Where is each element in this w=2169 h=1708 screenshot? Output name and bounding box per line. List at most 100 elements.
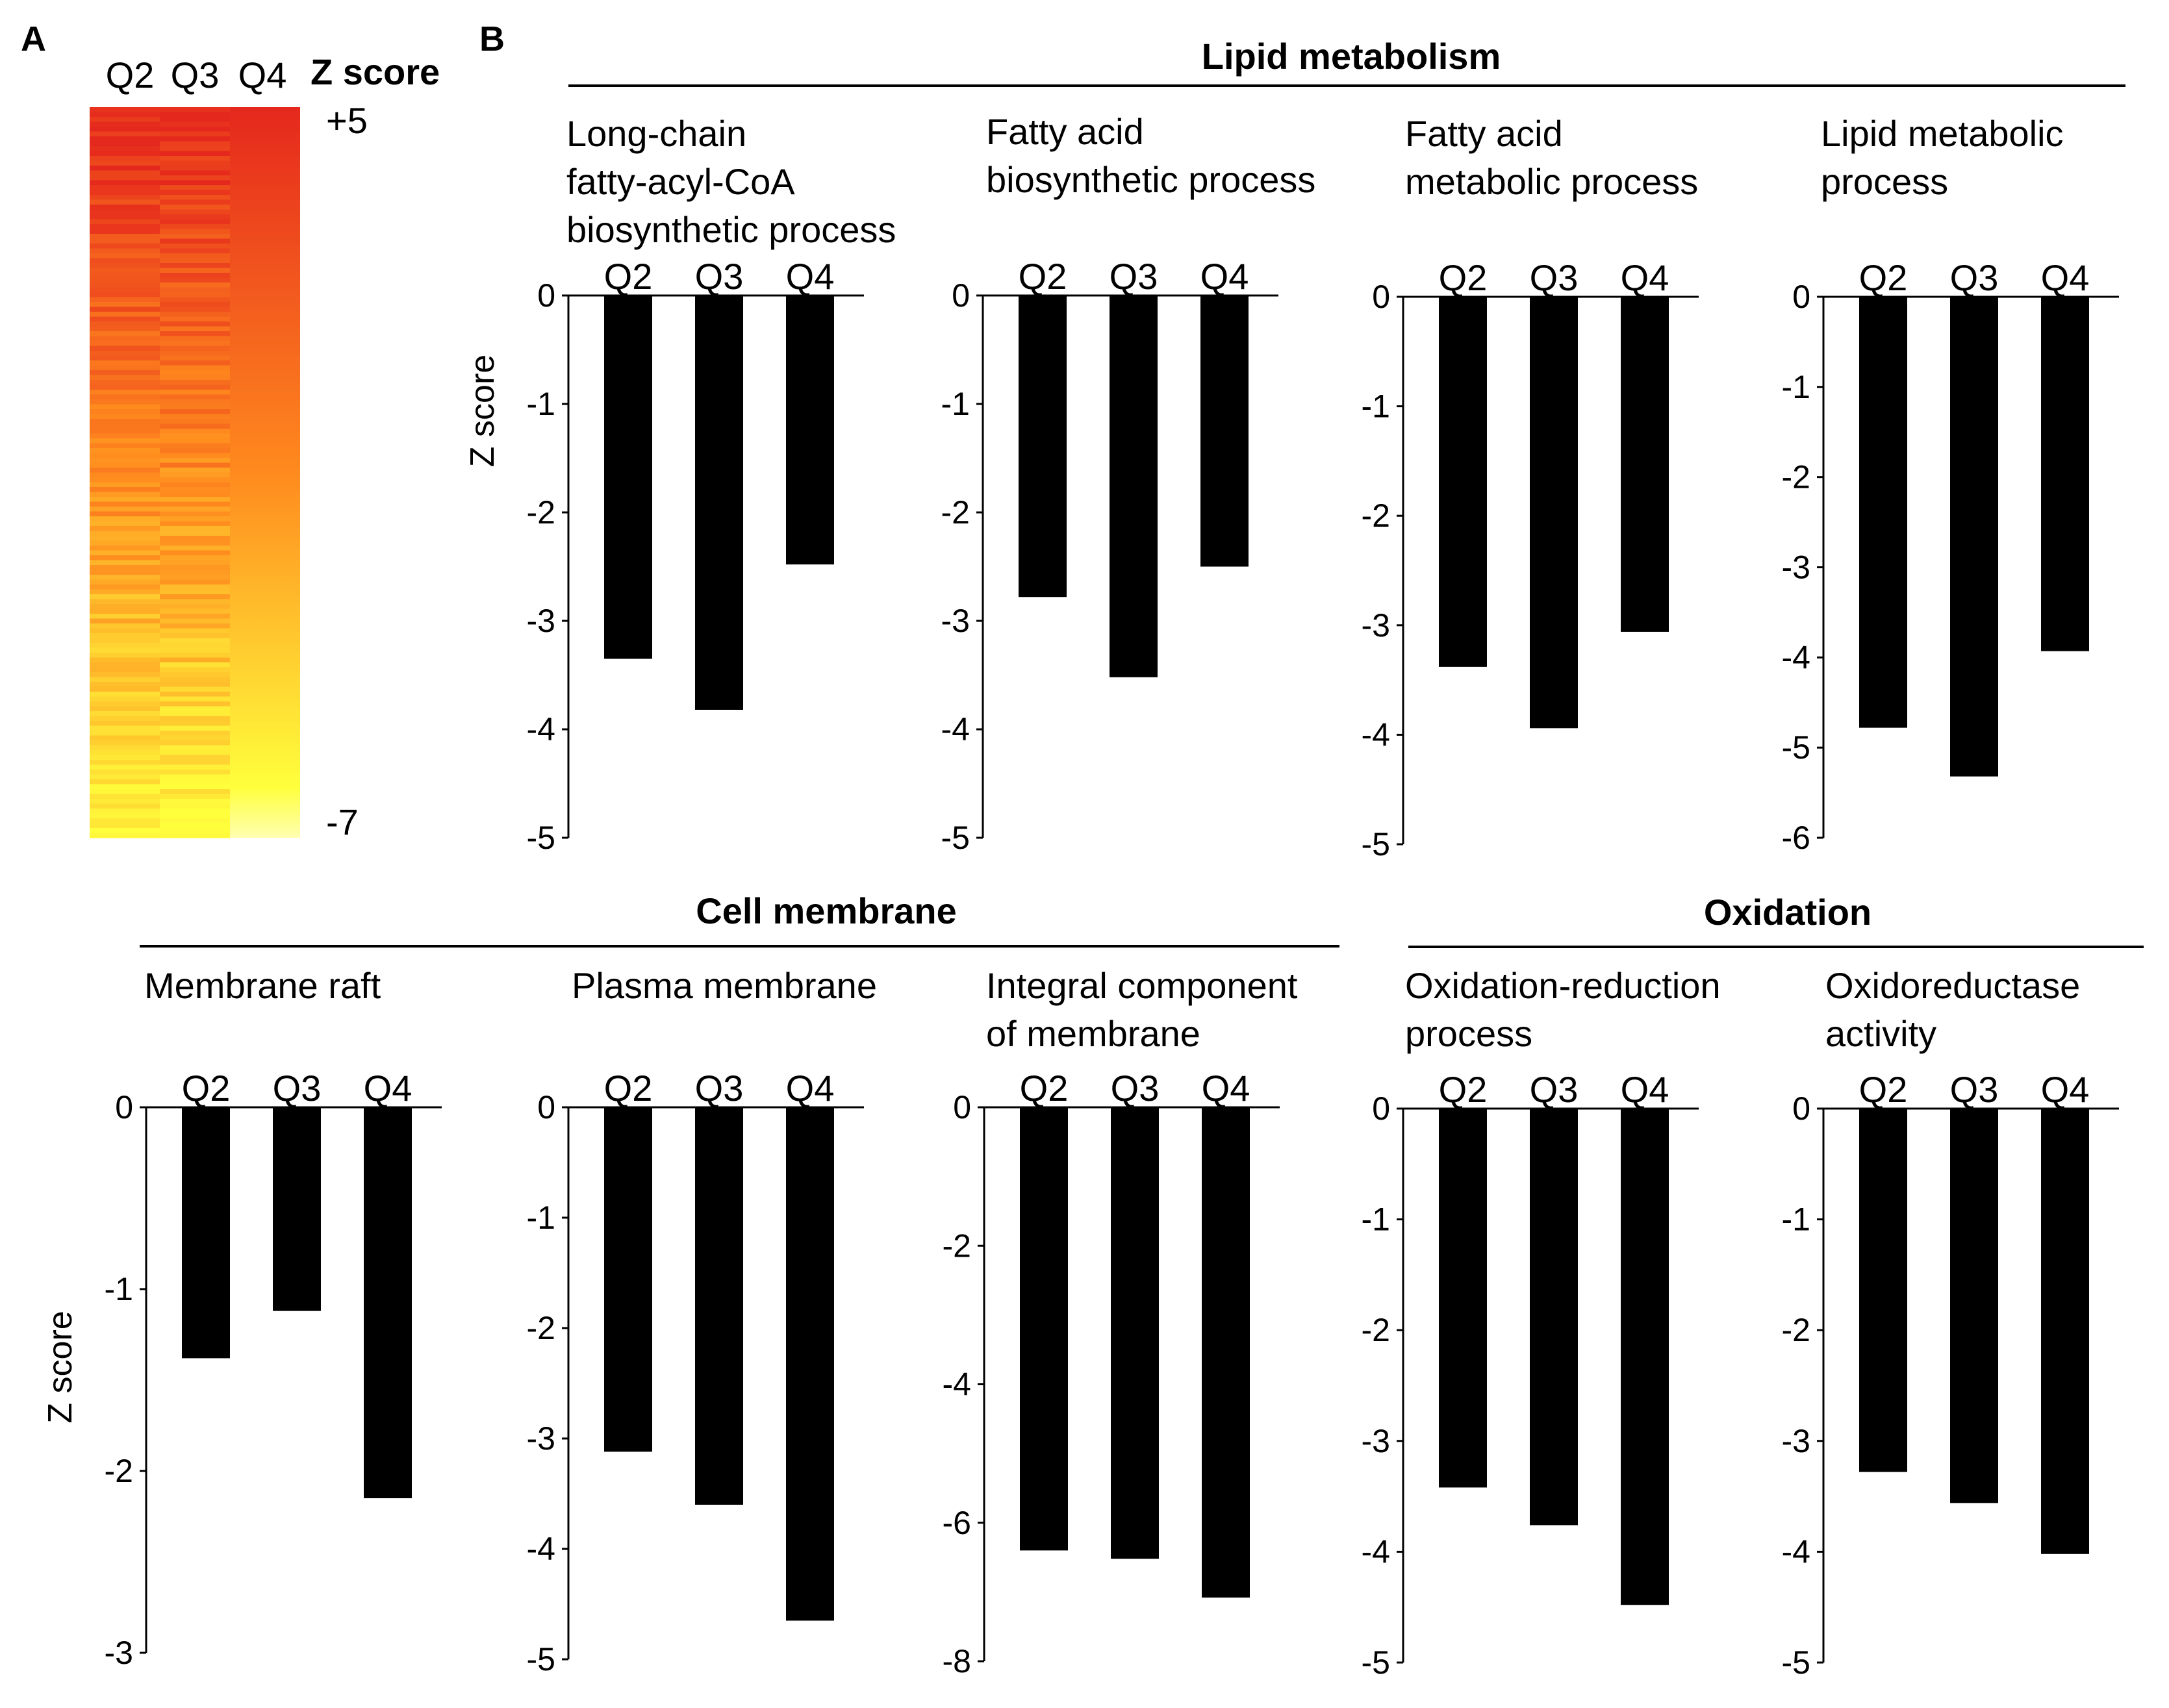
heatmap-cell (160, 511, 230, 517)
heatmap-cell (90, 277, 160, 283)
heatmap-cell (90, 809, 160, 814)
chart-title-line: Plasma membrane (572, 965, 877, 1006)
heatmap-cell (90, 774, 160, 780)
heatmap-cell (90, 331, 160, 337)
y-tick-label: -5 (941, 820, 970, 856)
heatmap-cell (160, 283, 230, 288)
heatmap-cell (160, 258, 230, 264)
y-tick-label: -3 (105, 1635, 133, 1671)
heatmap-cell (160, 716, 230, 722)
heatmap-cell (160, 127, 230, 132)
heatmap-cell (90, 399, 160, 405)
heatmap-scale-min: -7 (326, 801, 359, 842)
heatmap-cell (160, 546, 230, 551)
heatmap-cell (90, 555, 160, 561)
heatmap-cell (90, 492, 160, 497)
heatmap-cell (160, 423, 230, 429)
heatmap-cell (90, 735, 160, 741)
heatmap-cell (160, 160, 230, 166)
heatmap-cell (160, 794, 230, 799)
bar (1202, 1107, 1250, 1598)
chart-title-line: process (1821, 161, 1948, 202)
y-tick-label: -2 (527, 1310, 555, 1346)
heatmap-cell (90, 711, 160, 717)
category-label: Q3 (1530, 257, 1579, 298)
y-tick-label: -2 (105, 1453, 133, 1489)
y-axis-title: Z score (42, 1311, 79, 1423)
heatmap-cell (160, 316, 230, 322)
heatmap-cell (160, 618, 230, 624)
heatmap-cell (160, 540, 230, 546)
y-tick-label: -2 (1782, 459, 1810, 496)
bar (2041, 1109, 2089, 1554)
heatmap-cell (90, 121, 160, 127)
heatmap-cell (90, 760, 160, 766)
y-axis-title: Z score (464, 355, 501, 467)
heatmap-cell (160, 365, 230, 371)
heatmap-cell (160, 341, 230, 347)
heatmap-cell (160, 594, 230, 600)
y-tick-label: 0 (952, 277, 970, 314)
bar (604, 1107, 652, 1452)
heatmap-cell (160, 229, 230, 234)
heatmap-cell (160, 121, 230, 127)
heatmap-cell (160, 706, 230, 712)
heatmap-cell (90, 185, 160, 191)
y-tick-label: -5 (1782, 1644, 1810, 1681)
heatmap-cell (160, 628, 230, 634)
heatmap-cell (160, 462, 230, 468)
category-label: Q2 (604, 256, 653, 297)
heatmap-cell (90, 638, 160, 644)
heatmap-cell (160, 244, 230, 249)
heatmap-cell (160, 828, 230, 834)
heatmap-cell (90, 546, 160, 551)
chart-title-line: Lipid metabolic (1821, 113, 2064, 154)
panel-letter-b: B (479, 19, 505, 58)
y-tick-label: -1 (1362, 388, 1390, 425)
heatmap-cell (90, 336, 160, 342)
heatmap-cell (90, 170, 160, 176)
heatmap-cell (90, 667, 160, 673)
heatmap-cell (90, 151, 160, 157)
heatmap-cell (90, 287, 160, 293)
bar (1019, 295, 1067, 597)
heatmap-cell (90, 750, 160, 756)
heatmap-cell (160, 185, 230, 191)
heatmap-cell (90, 662, 160, 668)
category-label: Q3 (1530, 1069, 1579, 1110)
heatmap-cell (160, 770, 230, 775)
chart-title-line: Fatty acid (1405, 113, 1563, 154)
heatmap-cell (90, 614, 160, 620)
heatmap-cell (90, 292, 160, 298)
category-label: Q3 (695, 1068, 744, 1109)
heatmap-cell (90, 643, 160, 649)
heatmap-cell (160, 560, 230, 566)
heatmap-cell (160, 813, 230, 819)
category-label: Q3 (1950, 1069, 1999, 1110)
category-label: Q4 (1200, 256, 1249, 297)
heatmap-cell (160, 390, 230, 396)
heatmap-cell (160, 497, 230, 503)
heatmap-cell (90, 803, 160, 809)
category-label: Q4 (786, 1068, 835, 1109)
heatmap-cell (90, 540, 160, 546)
heatmap-cell (90, 321, 160, 327)
bar (273, 1107, 321, 1311)
heatmap-cell (90, 248, 160, 254)
heatmap-cell (160, 784, 230, 790)
heatmap-cell (90, 731, 160, 736)
bar (1111, 1107, 1159, 1559)
heatmap-cell (160, 458, 230, 464)
heatmap-cell (160, 774, 230, 780)
bar (1950, 1109, 1998, 1503)
bar-chart-panel: Lipid metabolic process 0 -1 -2 -3 -4 -5 -6 Q2 Q3 Q… (1782, 113, 2119, 856)
heatmap-cell (160, 725, 230, 731)
y-tick-label: 0 (537, 1089, 555, 1125)
heatmap-cell (160, 584, 230, 590)
heatmap-cell (160, 292, 230, 298)
heatmap-cell (90, 160, 160, 166)
heatmap-cell (90, 316, 160, 322)
y-tick-label: -1 (527, 386, 555, 422)
y-tick-label: -4 (527, 1531, 555, 1567)
heatmap-cell (90, 414, 160, 420)
